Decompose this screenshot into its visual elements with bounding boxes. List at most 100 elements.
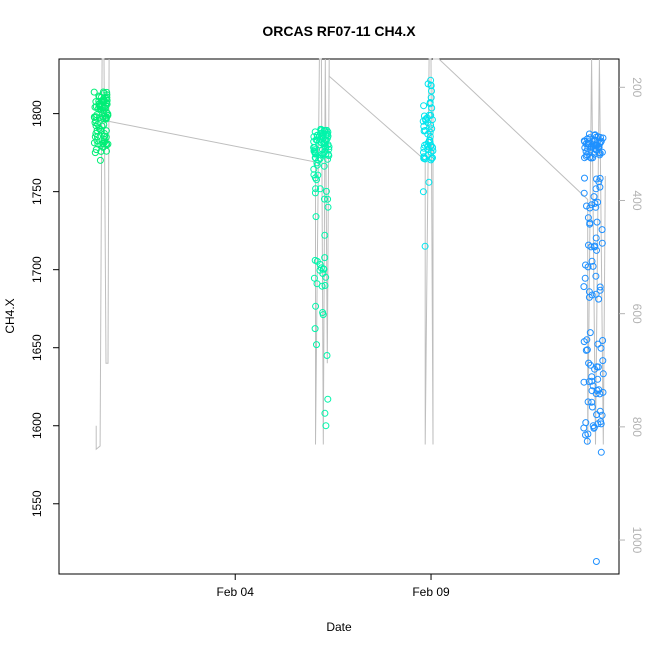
- data-point: [428, 125, 436, 133]
- data-point: [594, 363, 602, 371]
- data-point: [598, 226, 606, 234]
- data-point: [324, 203, 332, 211]
- y-axis: 1550 1600 1650 1700 1750 1800: [30, 100, 59, 517]
- y-tick-label: 1700: [30, 256, 44, 283]
- pressure-line-segment: [95, 58, 110, 451]
- data-point: [583, 437, 591, 445]
- data-point: [582, 152, 590, 160]
- data-point: [97, 127, 105, 135]
- chart-title: ORCAS RF07-11 CH4.X: [262, 23, 416, 39]
- data-point: [311, 325, 319, 333]
- data-point: [595, 178, 603, 186]
- data-point: [94, 133, 101, 141]
- plot-frame: [58, 58, 620, 575]
- pressure-line-segment: [328, 58, 434, 445]
- data-point: [98, 101, 106, 109]
- data-point: [427, 121, 435, 129]
- data-point: [421, 127, 429, 134]
- points-layer: [90, 76, 607, 565]
- data-point: [425, 178, 433, 186]
- x-tick-label: Feb 09: [412, 585, 450, 599]
- data-point: [599, 134, 607, 142]
- data-point: [589, 262, 597, 270]
- data-point: [95, 101, 103, 108]
- data-point: [582, 346, 590, 354]
- data-point: [321, 409, 329, 417]
- data-point: [323, 352, 331, 359]
- data-point: [586, 219, 594, 227]
- data-point: [597, 448, 605, 456]
- data-point: [420, 102, 428, 110]
- y-tick-label: 1550: [30, 490, 44, 517]
- data-point: [323, 130, 331, 138]
- data-point: [584, 140, 592, 148]
- pressure-line-segment: [433, 58, 606, 445]
- y2-axis: 200 400 600 800 1000: [619, 77, 644, 554]
- data-point: [426, 128, 434, 136]
- pressure-line-segment: [109, 58, 330, 445]
- data-point: [588, 403, 596, 411]
- data-point: [588, 377, 596, 385]
- data-point: [321, 231, 329, 239]
- data-point: [586, 153, 594, 161]
- y-tick-label: 1650: [30, 334, 44, 361]
- data-point: [317, 129, 324, 137]
- data-point: [598, 148, 606, 156]
- data-point: [317, 264, 325, 272]
- data-point: [92, 113, 100, 121]
- data-point: [101, 112, 109, 120]
- data-point: [427, 94, 435, 102]
- data-point: [424, 142, 432, 150]
- data-point: [590, 193, 598, 201]
- y2-tick-label: 800: [630, 417, 644, 437]
- data-point: [419, 188, 427, 196]
- y-tick-label: 1800: [30, 100, 44, 127]
- data-point: [593, 218, 601, 226]
- y2-tick-label: 400: [630, 190, 644, 210]
- y2-tick-label: 200: [630, 77, 644, 97]
- data-point: [581, 174, 588, 182]
- data-point: [590, 243, 598, 251]
- data-point: [597, 344, 605, 352]
- data-point: [582, 261, 589, 269]
- data-point: [428, 104, 436, 112]
- data-point: [311, 174, 319, 182]
- data-point: [313, 341, 320, 349]
- data-point: [586, 329, 594, 337]
- data-point: [596, 174, 604, 182]
- data-point: [310, 165, 318, 173]
- data-point: [580, 378, 588, 386]
- x-axis-label: Date: [326, 620, 352, 634]
- data-point: [591, 365, 599, 373]
- data-point: [599, 357, 607, 365]
- data-point: [322, 273, 330, 281]
- data-point: [311, 189, 319, 197]
- data-point: [321, 195, 328, 203]
- data-point: [321, 282, 329, 289]
- data-point: [592, 234, 600, 242]
- data-point: [580, 338, 588, 346]
- data-point: [97, 141, 105, 149]
- data-point: [591, 150, 598, 158]
- data-point: [316, 185, 324, 193]
- y-axis-label: CH4.X: [3, 298, 17, 333]
- data-point: [318, 129, 326, 137]
- data-point: [311, 256, 319, 264]
- data-point: [584, 398, 592, 406]
- data-point: [312, 213, 320, 221]
- data-point: [584, 145, 592, 153]
- data-point: [313, 280, 321, 288]
- y-tick-label: 1600: [30, 412, 44, 439]
- data-point: [97, 94, 105, 101]
- data-point: [427, 76, 435, 84]
- data-point: [420, 148, 427, 156]
- data-point: [599, 370, 607, 378]
- data-point: [312, 302, 320, 310]
- data-point: [310, 133, 318, 141]
- data-point: [596, 286, 604, 294]
- data-point: [313, 159, 321, 167]
- data-point: [592, 185, 600, 193]
- data-point: [322, 422, 330, 430]
